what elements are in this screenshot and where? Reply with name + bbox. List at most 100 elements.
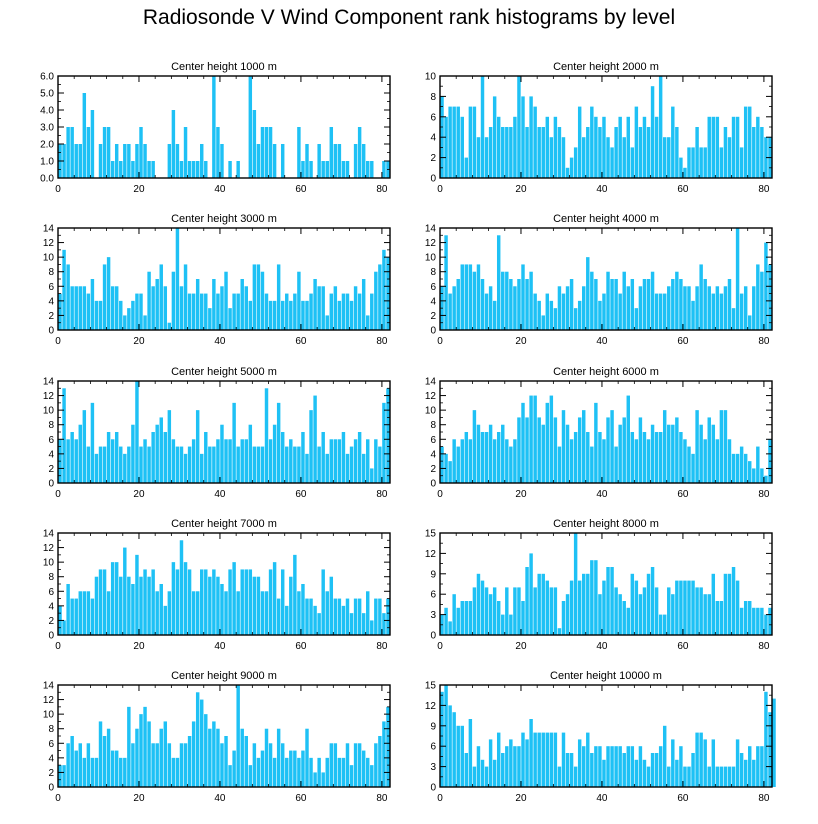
histogram-bar	[565, 753, 570, 787]
histogram-bar	[553, 732, 558, 787]
x-tick-label: 60	[295, 336, 307, 347]
histogram-bar	[586, 127, 590, 178]
histogram-bar	[191, 591, 196, 635]
histogram-bar	[517, 279, 521, 330]
histogram-bar	[679, 157, 683, 178]
histogram-bar	[703, 594, 707, 635]
histogram-bar	[488, 739, 493, 787]
histogram-bar	[329, 743, 334, 787]
histogram-bar	[476, 424, 481, 483]
histogram-bar	[480, 432, 485, 483]
histogram-bar	[98, 721, 103, 787]
histogram-bar	[240, 728, 244, 787]
histogram-bar	[212, 446, 216, 483]
histogram-bar	[86, 743, 91, 787]
histogram-bar	[541, 127, 545, 178]
histogram-bar	[501, 753, 505, 787]
histogram-bar	[448, 705, 452, 787]
histogram-bar	[642, 587, 647, 635]
histogram-bar	[98, 300, 103, 330]
histogram-bar	[313, 772, 317, 787]
histogram-bar	[492, 439, 497, 483]
histogram-bar	[220, 743, 224, 787]
histogram-bar	[739, 753, 744, 787]
histogram-bar	[204, 714, 208, 787]
y-tick-label: 5.0	[40, 89, 54, 100]
histogram-bar	[280, 300, 285, 330]
histogram-bar	[212, 76, 216, 178]
y-tick-label: 6	[430, 435, 436, 446]
histogram-bar	[594, 402, 598, 483]
histogram-bar	[731, 453, 736, 483]
panel-1: Center height 1000 m 0 20 40 60 80 0.0 1.0 2.0 3.…	[40, 61, 391, 195]
x-tick-label: 0	[55, 793, 61, 804]
histogram-bar	[317, 144, 321, 178]
histogram-bar	[66, 439, 70, 483]
histogram-bar	[260, 127, 265, 178]
histogram-bar	[285, 605, 289, 635]
histogram-bar	[719, 293, 724, 330]
histogram-bar	[179, 286, 184, 330]
histogram-bar	[573, 766, 578, 787]
histogram-bar	[280, 569, 285, 635]
histogram-bar	[577, 106, 582, 178]
histogram-bar	[94, 300, 99, 330]
y-tick-label: 8	[430, 420, 436, 431]
y-tick-label: 1.0	[40, 157, 54, 168]
histogram-bar	[305, 598, 309, 635]
histogram-bar	[496, 732, 501, 787]
y-tick-label: 14	[425, 377, 437, 388]
histogram-bar	[533, 732, 537, 787]
histogram-bar	[743, 601, 748, 635]
histogram-bar	[517, 587, 521, 635]
histogram-bar	[492, 587, 497, 635]
histogram-bar	[305, 300, 309, 330]
histogram-bar	[719, 766, 724, 787]
y-tick-label: 9	[430, 721, 436, 732]
panel-6: Center height 6000 m 0 20 40 60 80 0 2 4 6 8 10 12 14	[425, 366, 773, 500]
histogram-bar	[513, 587, 517, 635]
histogram-bar	[545, 402, 550, 483]
histogram-bar	[598, 594, 602, 635]
histogram-bar	[586, 257, 590, 330]
histogram-bar	[155, 743, 159, 787]
histogram-bar	[317, 286, 321, 330]
histogram-bar	[333, 144, 338, 178]
panel-title: Center height 10000 m	[550, 670, 662, 682]
histogram-bar	[171, 562, 176, 635]
histogram-bar	[224, 439, 228, 483]
histogram-bar	[106, 257, 111, 330]
panel-5: Center height 5000 m 0 20 40 60 80 0 2 4 6 8 10 12 14	[43, 366, 391, 500]
histogram-bar	[752, 127, 756, 178]
panel-title: Center height 2000 m	[553, 61, 659, 73]
histogram-bar	[127, 706, 131, 787]
histogram-bar	[638, 127, 643, 178]
histogram-bar	[569, 580, 574, 635]
histogram-bar	[582, 137, 586, 178]
histogram-bar	[179, 540, 184, 635]
histogram-bar	[337, 598, 342, 635]
histogram-bar	[264, 728, 269, 787]
histogram-bar	[102, 446, 107, 483]
histogram-bar	[525, 127, 529, 178]
histogram-bar	[602, 116, 606, 178]
histogram-bar	[460, 264, 464, 330]
histogram-bar	[345, 743, 350, 787]
histogram-bar	[70, 598, 74, 635]
histogram-bar	[448, 621, 452, 635]
histogram-bar	[602, 759, 606, 787]
histogram-bar	[577, 417, 582, 483]
histogram-bar	[123, 144, 127, 178]
histogram-bar	[361, 279, 366, 330]
histogram-bar	[533, 395, 537, 483]
histogram-bar	[671, 106, 675, 178]
histogram-bar	[341, 432, 346, 483]
histogram-bar	[662, 614, 667, 635]
histogram-bar	[703, 439, 707, 483]
histogram-bar	[171, 271, 176, 330]
histogram-bar	[727, 573, 732, 635]
histogram-bar	[66, 743, 70, 787]
y-tick-label: 0	[430, 174, 436, 185]
histogram-bar	[167, 322, 172, 330]
histogram-bar	[232, 562, 236, 635]
